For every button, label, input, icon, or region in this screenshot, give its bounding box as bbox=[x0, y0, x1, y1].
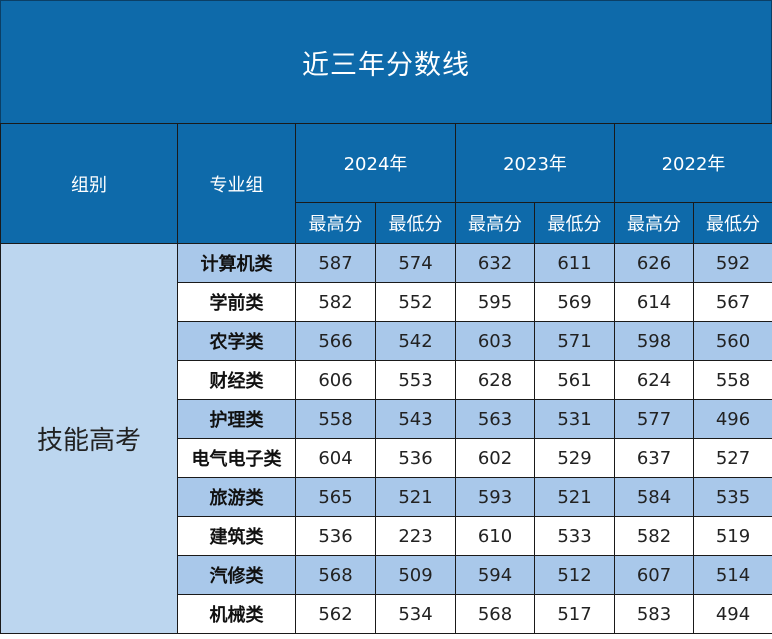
score-cell: 632 bbox=[455, 243, 535, 283]
score-cell: 561 bbox=[534, 360, 615, 400]
major-group-name: 学前类 bbox=[177, 282, 296, 322]
score-cell: 569 bbox=[534, 282, 615, 322]
score-cell: 553 bbox=[375, 360, 456, 400]
major-group-name: 机械类 bbox=[177, 594, 296, 634]
score-cell: 604 bbox=[295, 438, 376, 478]
table-row: 护理类 558 543 563 531 577 496 bbox=[1, 399, 772, 439]
group-header: 组别 bbox=[0, 123, 178, 244]
score-cell: 582 bbox=[295, 282, 376, 322]
score-cell: 531 bbox=[534, 399, 615, 439]
score-cell: 593 bbox=[455, 477, 535, 517]
score-cell: 534 bbox=[375, 594, 456, 634]
score-cell: 592 bbox=[693, 243, 772, 283]
score-cell: 582 bbox=[614, 516, 694, 556]
major-group-name: 计算机类 bbox=[177, 243, 296, 283]
score-cell: 602 bbox=[455, 438, 535, 478]
score-cell: 535 bbox=[693, 477, 772, 517]
score-cell: 626 bbox=[614, 243, 694, 283]
score-cell: 577 bbox=[614, 399, 694, 439]
score-cell: 565 bbox=[295, 477, 376, 517]
major-group-name: 财经类 bbox=[177, 360, 296, 400]
score-cell: 494 bbox=[693, 594, 772, 634]
table-row: 电气电子类 604 536 602 529 637 527 bbox=[1, 438, 772, 478]
score-cell: 587 bbox=[295, 243, 376, 283]
score-table: 组别 专业组 2024年 2023年 2022年 最高分 最低分 最高分 最低分… bbox=[0, 123, 772, 634]
score-cell: 584 bbox=[614, 477, 694, 517]
score-cell: 519 bbox=[693, 516, 772, 556]
table-title: 近三年分数线 bbox=[0, 0, 772, 124]
score-cell: 566 bbox=[295, 321, 376, 361]
major-group-name: 护理类 bbox=[177, 399, 296, 439]
category-cell: 技能高考 bbox=[0, 243, 178, 634]
year-header-2022: 2022年 bbox=[614, 123, 772, 203]
min-header-2023: 最低分 bbox=[534, 202, 615, 244]
score-cell: 598 bbox=[614, 321, 694, 361]
score-cell: 607 bbox=[614, 555, 694, 595]
score-cell: 571 bbox=[534, 321, 615, 361]
score-cell: 512 bbox=[534, 555, 615, 595]
score-cell: 496 bbox=[693, 399, 772, 439]
score-cell: 521 bbox=[375, 477, 456, 517]
major-group-name: 建筑类 bbox=[177, 516, 296, 556]
score-cell: 562 bbox=[295, 594, 376, 634]
score-cell: 536 bbox=[375, 438, 456, 478]
score-cell: 637 bbox=[614, 438, 694, 478]
score-cell: 568 bbox=[295, 555, 376, 595]
score-cell: 606 bbox=[295, 360, 376, 400]
score-cell: 558 bbox=[693, 360, 772, 400]
score-cell: 594 bbox=[455, 555, 535, 595]
score-cell: 514 bbox=[693, 555, 772, 595]
score-cell: 563 bbox=[455, 399, 535, 439]
max-header-2024: 最高分 bbox=[295, 202, 376, 244]
score-cell: 560 bbox=[693, 321, 772, 361]
score-cell: 628 bbox=[455, 360, 535, 400]
score-body: 技能高考 计算机类 587 574 632 611 626 592 学前类 582 552 595 56… bbox=[0, 243, 772, 634]
table-row: 学前类 582 552 595 569 614 567 bbox=[1, 282, 772, 322]
score-cell: 521 bbox=[534, 477, 615, 517]
major-header: 专业组 bbox=[177, 123, 296, 244]
table-row: 旅游类 565 521 593 521 584 535 bbox=[1, 477, 772, 517]
min-header-2024: 最低分 bbox=[375, 202, 456, 244]
major-group-name: 电气电子类 bbox=[177, 438, 296, 478]
score-cell: 529 bbox=[534, 438, 615, 478]
major-group-name: 农学类 bbox=[177, 321, 296, 361]
score-cell: 574 bbox=[375, 243, 456, 283]
score-cell: 527 bbox=[693, 438, 772, 478]
year-header-2024: 2024年 bbox=[295, 123, 456, 203]
table-row: 农学类 566 542 603 571 598 560 bbox=[1, 321, 772, 361]
score-cell: 517 bbox=[534, 594, 615, 634]
max-header-2023: 最高分 bbox=[455, 202, 535, 244]
score-cell: 603 bbox=[455, 321, 535, 361]
min-header-2022: 最低分 bbox=[693, 202, 772, 244]
score-cell: 568 bbox=[455, 594, 535, 634]
score-cell: 223 bbox=[375, 516, 456, 556]
score-cell: 552 bbox=[375, 282, 456, 322]
score-cell: 567 bbox=[693, 282, 772, 322]
year-header-2023: 2023年 bbox=[455, 123, 615, 203]
score-cell: 542 bbox=[375, 321, 456, 361]
major-group-name: 旅游类 bbox=[177, 477, 296, 517]
score-cell: 610 bbox=[455, 516, 535, 556]
score-cell: 614 bbox=[614, 282, 694, 322]
score-cell: 624 bbox=[614, 360, 694, 400]
table-row: 财经类 606 553 628 561 624 558 bbox=[1, 360, 772, 400]
table-row: 技能高考 计算机类 587 574 632 611 626 592 bbox=[0, 243, 772, 634]
score-cell: 543 bbox=[375, 399, 456, 439]
major-group-name: 汽修类 bbox=[177, 555, 296, 595]
table-row: 汽修类 568 509 594 512 607 514 bbox=[1, 555, 772, 595]
score-cell: 583 bbox=[614, 594, 694, 634]
score-cell: 611 bbox=[534, 243, 615, 283]
score-cell: 595 bbox=[455, 282, 535, 322]
table-row: 机械类 562 534 568 517 583 494 bbox=[1, 594, 772, 634]
score-cell: 533 bbox=[534, 516, 615, 556]
score-cell: 509 bbox=[375, 555, 456, 595]
score-cell: 536 bbox=[295, 516, 376, 556]
max-header-2022: 最高分 bbox=[614, 202, 694, 244]
score-cell: 558 bbox=[295, 399, 376, 439]
